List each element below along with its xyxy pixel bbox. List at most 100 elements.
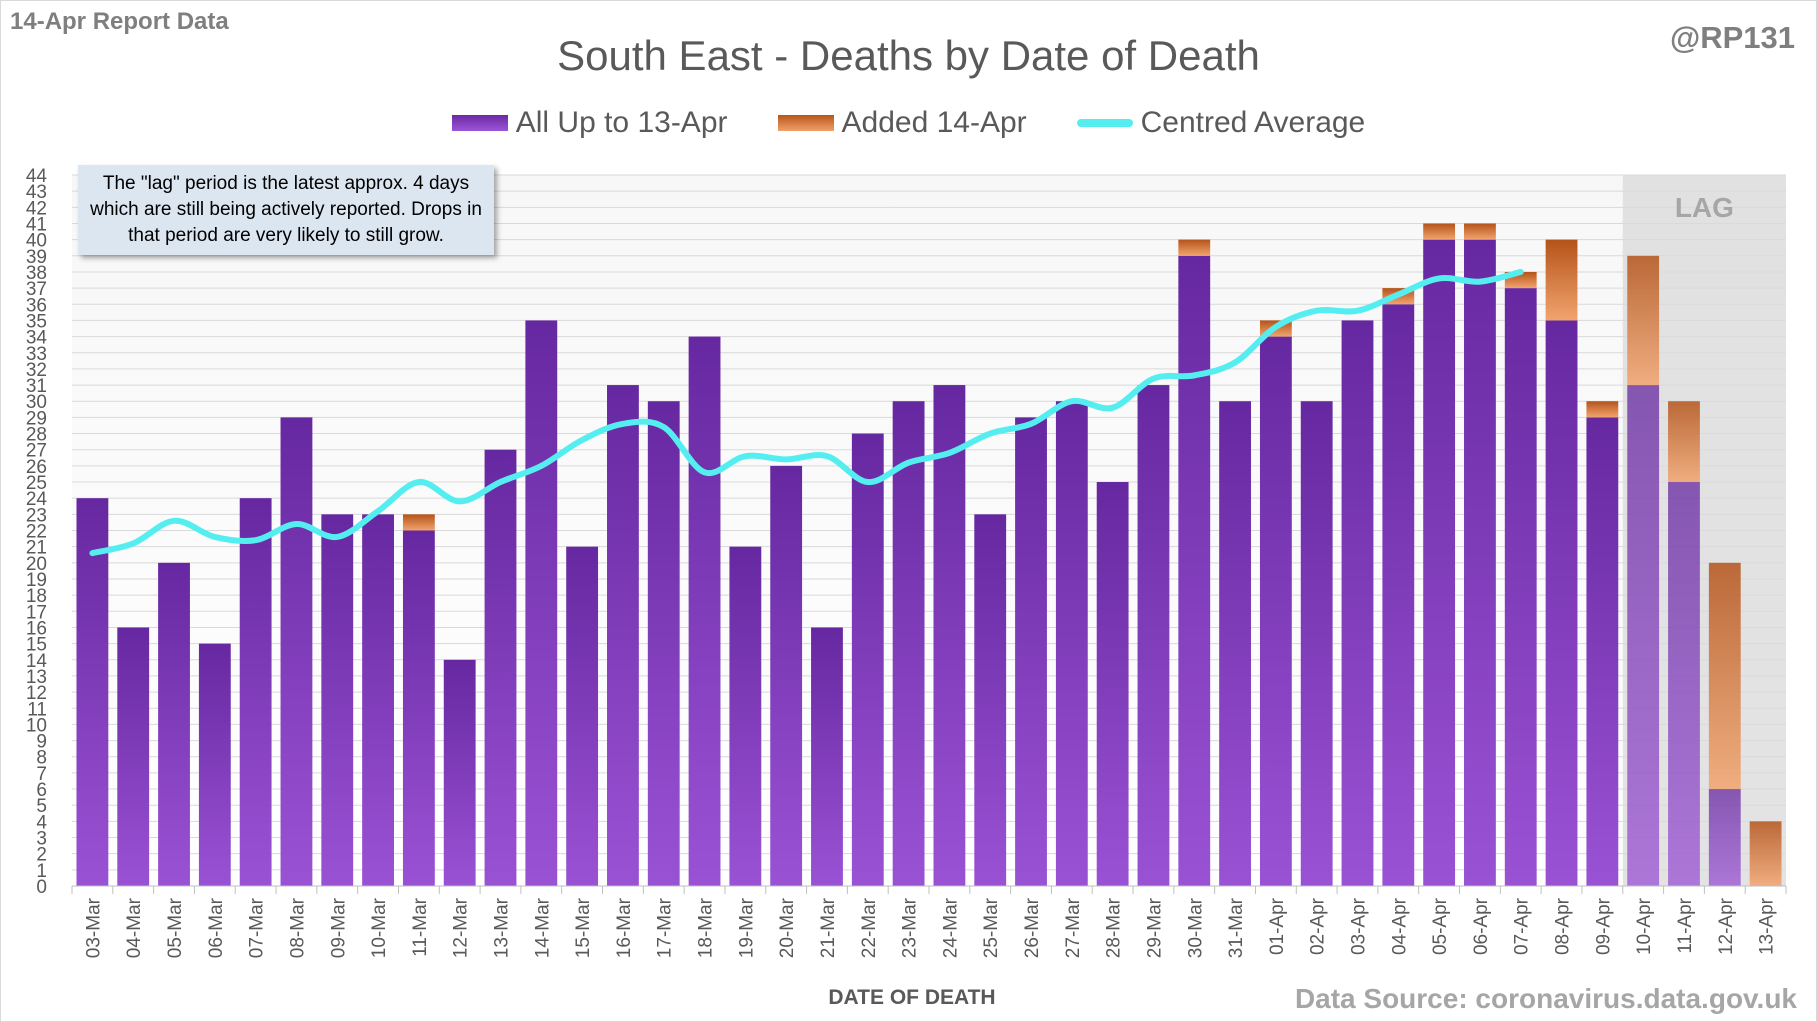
x-tick-label: 31-Mar [1226, 897, 1247, 958]
chart-title: South East - Deaths by Date of Death [557, 32, 1260, 79]
x-tick-label: 24-Mar [940, 897, 961, 958]
x-tick-label: 07-Apr [1512, 897, 1533, 955]
y-tick-label: 16 [26, 618, 47, 639]
y-tick-label: 8 [36, 748, 47, 769]
bar-all-11-Apr [1668, 482, 1700, 886]
bar-added-09-Apr [1586, 401, 1619, 418]
bar-all-22-Mar [851, 433, 884, 886]
x-tick-label: 05-Apr [1430, 897, 1451, 955]
bar-added-11-Mar [402, 514, 435, 531]
y-tick-label: 3 [36, 829, 47, 850]
y-tick-label: 29 [26, 408, 47, 429]
x-tick-label: 11-Apr [1675, 897, 1696, 953]
bar-all-18-Mar [688, 336, 721, 886]
x-tick-label: 21-Mar [818, 897, 839, 958]
bar-all-28-Mar [1096, 482, 1129, 886]
y-tick-label: 43 [26, 182, 47, 203]
x-tick-label: 20-Mar [777, 897, 798, 958]
y-tick-label: 35 [26, 311, 47, 332]
bar-all-02-Apr [1300, 401, 1333, 886]
average-line [89, 268, 1524, 557]
x-tick-label: 23-Mar [900, 897, 921, 958]
bar-all-16-Mar [607, 385, 639, 886]
bar-all-23-Mar [892, 401, 925, 886]
x-tick-label: 12-Mar [451, 897, 472, 958]
bar-all-08-Apr [1545, 320, 1578, 886]
x-tick-label: 18-Mar [696, 897, 717, 958]
x-tick-label: 16-Mar [614, 897, 635, 958]
author-handle: @RP131 [1669, 20, 1795, 55]
y-tick-label: 12 [26, 683, 47, 704]
bar-all-27-Mar [1055, 401, 1088, 886]
bar-added-12-Apr [1708, 562, 1741, 790]
y-tick-label: 27 [26, 441, 47, 462]
y-tick-label: 40 [26, 231, 47, 252]
y-tick-label: 28 [26, 425, 47, 446]
y-tick-label: 23 [26, 505, 47, 526]
y-tick-label: 21 [26, 538, 47, 559]
y-tick-label: 34 [26, 328, 48, 349]
y-axis: 0123456789101112131415161718192021222324… [26, 166, 48, 898]
x-axis-title: DATE OF DEATH [828, 986, 995, 1009]
y-tick-label: 6 [36, 780, 47, 801]
x-tick-label: 08-Mar [287, 897, 308, 958]
legend-swatch-all [451, 115, 508, 131]
bar-added-05-Apr [1423, 223, 1456, 240]
bar-all-19-Mar [729, 546, 762, 886]
x-tick-label: 17-Mar [655, 897, 676, 958]
y-tick-label: 22 [26, 522, 47, 543]
y-tick-label: 30 [26, 392, 47, 413]
bar-all-04-Apr [1382, 304, 1415, 887]
x-axis: 03-Mar 04-Mar 05-Mar 06-Mar 07-Mar 08-Mar 09-M… [71, 885, 1787, 958]
bar-all-05-Apr [1423, 239, 1456, 887]
y-tick-label: 42 [26, 198, 47, 219]
y-tick-label: 26 [26, 457, 47, 478]
x-tick-label: 25-Mar [981, 897, 1002, 958]
lag-annotation-box: The "lag" period is the latest approx. 4… [78, 165, 494, 255]
y-tick-label: 17 [26, 602, 47, 623]
data-source-label: Data Source: coronavirus.data.gov.uk [1294, 983, 1797, 1014]
legend-swatch-average [1076, 119, 1133, 127]
legend-label-added: Added 14-Apr [841, 106, 1027, 139]
x-tick-label: 10-Apr [1634, 897, 1655, 955]
bar-all-14-Mar [525, 320, 558, 886]
y-tick-label: 39 [26, 247, 47, 268]
bar-all-10-Apr [1627, 385, 1660, 886]
y-tick-label: 14 [26, 651, 48, 672]
x-tick-label: 27-Mar [1063, 897, 1084, 958]
bar-added-10-Apr [1627, 255, 1660, 386]
bar-all-21-Mar [811, 627, 843, 886]
y-tick-label: 41 [26, 214, 47, 235]
x-tick-label: 29-Mar [1144, 897, 1165, 958]
x-tick-label: 03-Apr [1349, 897, 1370, 955]
bar-all-04-Mar [117, 627, 150, 886]
x-tick-label: 14-Mar [532, 897, 553, 958]
y-tick-label: 0 [36, 877, 47, 898]
y-tick-label: 13 [26, 667, 47, 688]
bar-all-03-Mar [76, 498, 109, 886]
x-tick-label: 04-Apr [1389, 897, 1410, 955]
y-tick-label: 36 [26, 295, 47, 316]
chart-legend: All Up to 13-Apr Added 14-Apr Centred Av… [0, 106, 1817, 140]
x-tick-label: 06-Mar [206, 897, 227, 958]
y-tick-label: 37 [26, 279, 47, 300]
average-line-layer [89, 268, 1524, 557]
bar-all-30-Mar [1178, 255, 1211, 886]
x-tick-label: 15-Mar [573, 897, 594, 958]
y-tick-label: 31 [26, 376, 47, 397]
bar-all-24-Mar [933, 385, 966, 886]
bar-added-06-Apr [1464, 223, 1496, 240]
y-tick-label: 1 [36, 861, 47, 882]
legend-label-all: All Up to 13-Apr [515, 106, 728, 139]
x-tick-label: 06-Apr [1471, 897, 1492, 955]
x-tick-label: 12-Apr [1716, 897, 1737, 955]
bar-all-13-Mar [484, 449, 517, 886]
bar-all-31-Mar [1219, 401, 1251, 886]
x-tick-label: 13-Mar [492, 897, 513, 958]
bar-all-07-Mar [239, 498, 272, 886]
bar-all-26-Mar [1015, 417, 1047, 886]
y-tick-label: 18 [26, 586, 47, 607]
legend-label-average: Centred Average [1140, 106, 1366, 139]
bar-added-11-Apr [1668, 401, 1700, 483]
